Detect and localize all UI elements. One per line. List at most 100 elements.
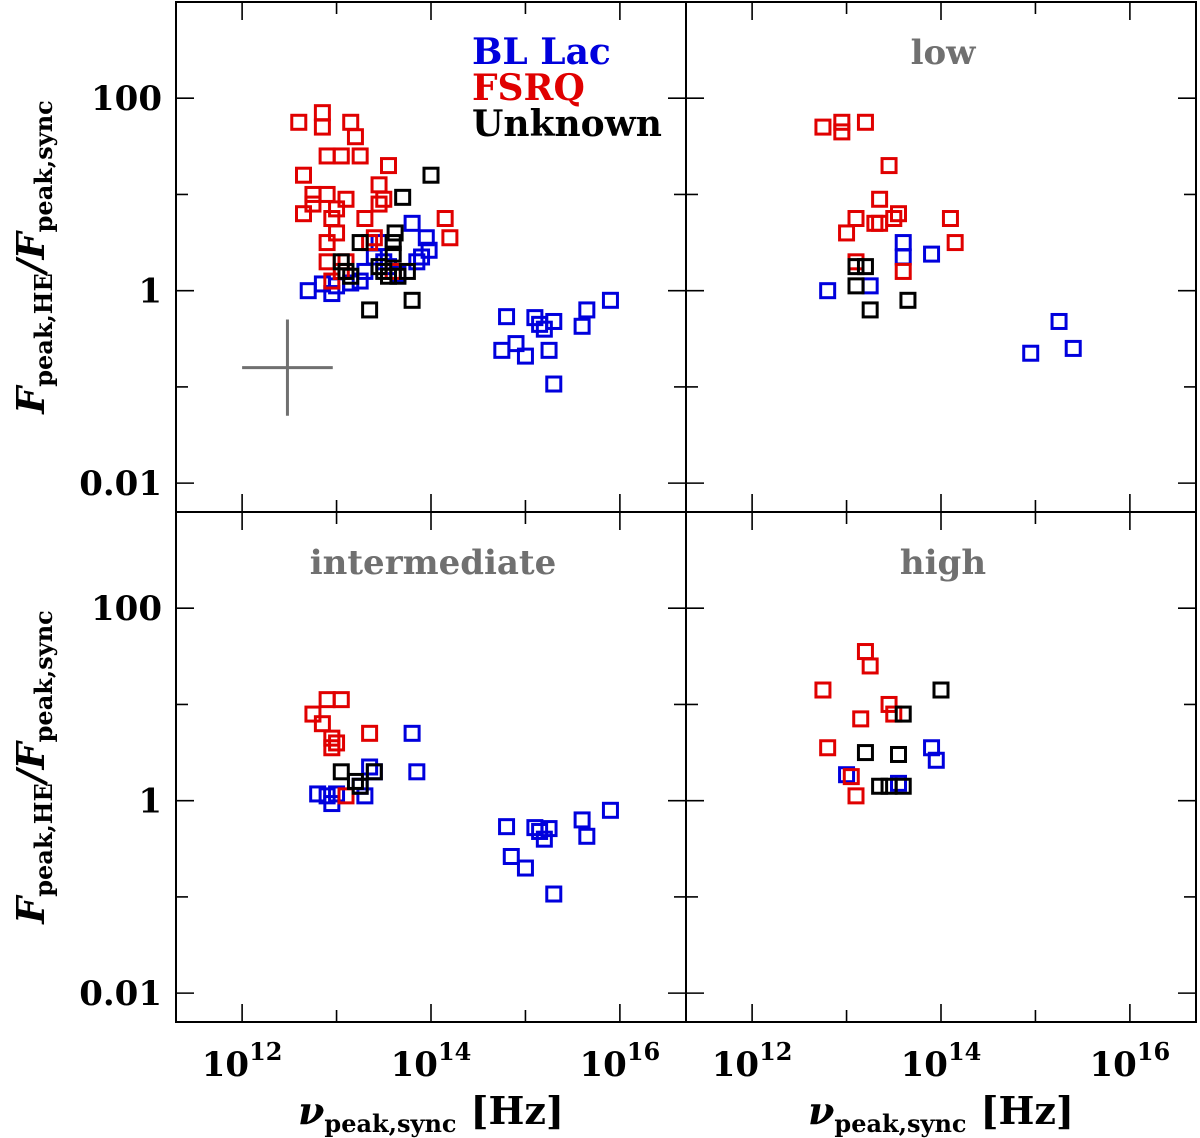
data-point — [361, 758, 379, 776]
data-point — [351, 272, 369, 290]
y-tick-label: 1 — [138, 272, 162, 312]
data-point — [408, 253, 426, 271]
data-point — [346, 772, 364, 790]
data-point — [365, 229, 383, 247]
data-point — [408, 763, 426, 781]
data-point — [370, 195, 388, 213]
data-point — [894, 262, 912, 280]
data-point — [847, 210, 865, 228]
data-point — [493, 341, 511, 359]
data-point — [295, 205, 312, 223]
data-point — [498, 818, 516, 836]
panel-2: low — [685, 1, 1197, 513]
data-point — [601, 291, 619, 309]
data-point — [384, 245, 402, 263]
data-point — [927, 751, 945, 769]
data-point — [852, 710, 870, 728]
data-point — [309, 785, 327, 803]
data-point — [861, 657, 879, 675]
x-tick-label: 1016 — [1090, 1037, 1171, 1085]
data-point — [422, 166, 440, 184]
data-point — [313, 118, 331, 136]
data-point — [856, 258, 874, 276]
data-point — [389, 267, 407, 285]
data-point — [573, 317, 591, 335]
data-point — [847, 258, 865, 276]
data-point — [332, 147, 350, 165]
data-point — [304, 195, 322, 213]
data-point — [318, 147, 336, 165]
data-point — [890, 774, 907, 792]
y-tick-label: 1 — [138, 782, 162, 822]
data-point — [880, 157, 898, 175]
data-point — [838, 766, 856, 784]
axis-labels: Fpeak,HE/Fpeak,sync Fpeak,HE/Fpeak,sync νp… — [8, 100, 1074, 1138]
panel-3: 100 1 0.01 1012 1014 1016 intermediate — [79, 511, 687, 1085]
data-point — [838, 224, 856, 242]
data-point — [871, 777, 889, 795]
data-point — [328, 785, 346, 803]
panel-title: high — [900, 543, 986, 583]
data-point — [318, 253, 336, 271]
data-point — [894, 777, 912, 795]
data-point — [323, 210, 341, 228]
data-point — [342, 113, 360, 131]
data-point — [361, 234, 379, 252]
data-point — [941, 210, 959, 228]
x-tick-label: 1012 — [712, 1037, 793, 1085]
data-point — [337, 253, 355, 271]
data-point — [332, 691, 350, 709]
data-point — [351, 147, 369, 165]
data-point — [502, 847, 520, 865]
data-point — [871, 190, 889, 208]
data-point — [847, 787, 865, 805]
data-point — [866, 214, 884, 232]
data-point — [545, 375, 563, 393]
data-point — [328, 200, 346, 218]
y-tick-label: 100 — [91, 79, 162, 119]
data-point — [323, 729, 341, 747]
data-point — [323, 272, 341, 290]
data-point — [894, 248, 912, 266]
data-point — [890, 745, 907, 763]
data-point — [337, 787, 355, 805]
data-point — [856, 744, 874, 762]
data-point — [545, 885, 563, 903]
panel-4: 1012 1014 1016 high — [685, 511, 1197, 1085]
data-point — [899, 291, 917, 309]
data-point — [856, 643, 874, 661]
data-point — [819, 739, 837, 757]
series-unknown — [332, 166, 440, 319]
data-point — [365, 763, 383, 781]
panel-frame — [175, 511, 687, 1023]
data-point — [578, 827, 596, 845]
series-unknown — [847, 258, 917, 319]
x-axis-label: νpeak,sync [Hz] — [808, 1088, 1074, 1138]
data-point — [318, 185, 336, 203]
data-point — [304, 185, 322, 203]
data-point — [540, 820, 558, 838]
data-point — [498, 308, 516, 326]
data-point — [342, 267, 360, 285]
data-point — [814, 118, 832, 136]
data-point — [894, 234, 912, 252]
data-point — [847, 277, 865, 295]
data-point — [361, 301, 379, 319]
data-point — [847, 253, 865, 271]
data-point — [545, 312, 563, 330]
data-point — [516, 859, 534, 877]
data-point — [861, 277, 879, 295]
panel-title: intermediate — [310, 543, 557, 583]
data-point — [328, 734, 346, 752]
data-point — [337, 262, 355, 280]
data-point — [578, 301, 596, 319]
data-point — [351, 234, 369, 252]
data-point — [833, 123, 851, 141]
panel-title: low — [911, 33, 977, 73]
series-bl-lac — [299, 214, 619, 393]
data-point — [814, 681, 832, 699]
data-point — [1022, 344, 1040, 362]
